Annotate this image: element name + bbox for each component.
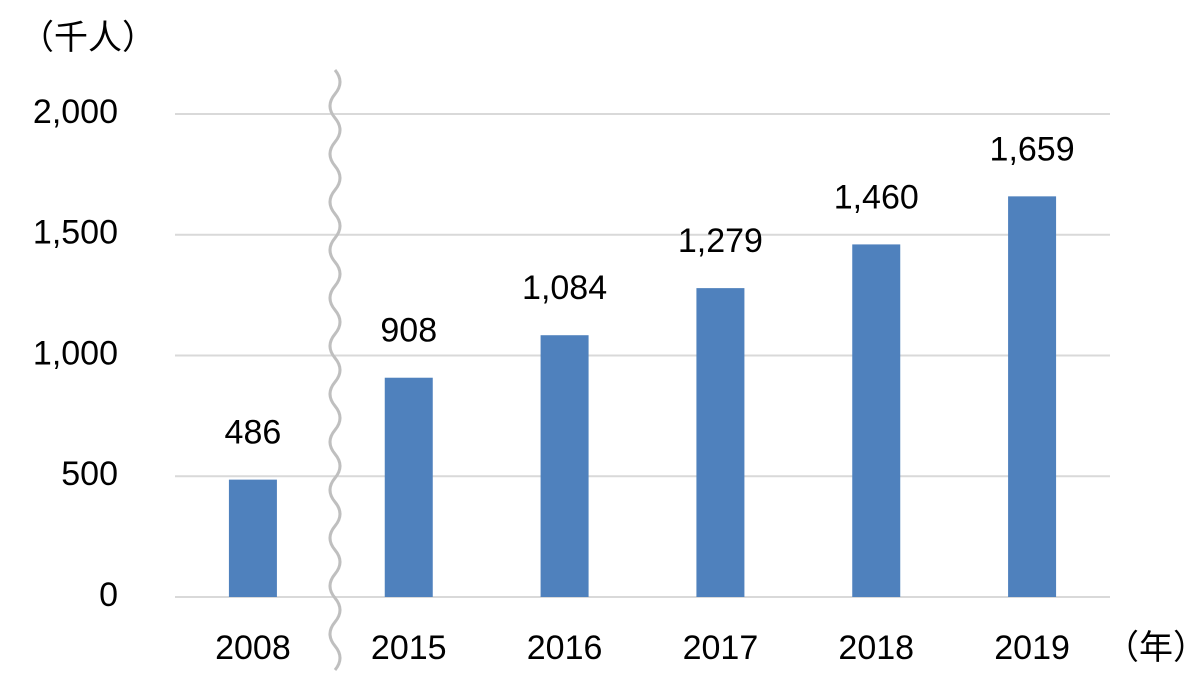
bar [696, 288, 745, 597]
data-label: 1,279 [678, 222, 763, 260]
data-label: 486 [225, 414, 282, 452]
axis-break [328, 69, 342, 671]
data-label: 1,460 [834, 178, 919, 216]
y-tick-label: 500 [61, 455, 118, 493]
bar [228, 479, 277, 597]
data-label: 908 [380, 312, 437, 350]
y-tick-label: 1,500 [33, 214, 118, 252]
x-tick-label: 2017 [683, 629, 759, 667]
x-tick-label: 2015 [371, 629, 447, 667]
y-tick-label: 0 [99, 576, 118, 614]
bar [540, 335, 589, 597]
x-tick-label: 2016 [527, 629, 603, 667]
x-tick-label: 2008 [215, 629, 291, 667]
data-label: 1,659 [990, 130, 1075, 168]
x-unit-label: （年） [1105, 629, 1200, 667]
x-tick-label: 2018 [838, 629, 914, 667]
y-tick-label: 2,000 [33, 93, 118, 131]
data-label: 1,084 [522, 269, 607, 307]
bar [1008, 196, 1057, 597]
bar [384, 377, 433, 597]
y-tick-label: 1,000 [33, 334, 118, 372]
x-tick-label: 2019 [994, 629, 1070, 667]
bar [852, 244, 901, 597]
y-unit-label: （千人） [20, 19, 156, 57]
